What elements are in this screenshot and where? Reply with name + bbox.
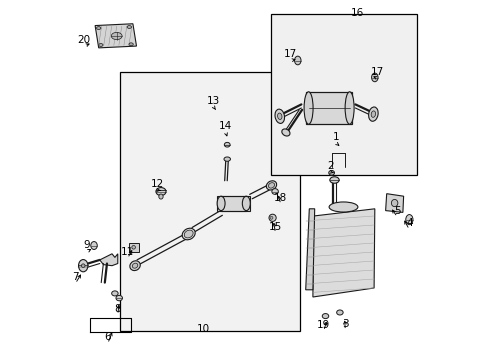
Ellipse shape bbox=[370, 111, 375, 117]
Ellipse shape bbox=[336, 310, 343, 315]
Ellipse shape bbox=[224, 157, 230, 161]
Text: 17: 17 bbox=[284, 49, 297, 59]
Ellipse shape bbox=[182, 228, 195, 240]
Ellipse shape bbox=[96, 27, 101, 30]
Ellipse shape bbox=[345, 92, 353, 124]
Text: 1: 1 bbox=[332, 132, 339, 142]
Ellipse shape bbox=[129, 43, 133, 46]
Ellipse shape bbox=[304, 92, 312, 124]
Ellipse shape bbox=[328, 202, 357, 212]
Ellipse shape bbox=[329, 177, 339, 183]
Ellipse shape bbox=[132, 246, 135, 249]
Ellipse shape bbox=[277, 113, 282, 120]
Ellipse shape bbox=[268, 183, 274, 188]
Text: 11: 11 bbox=[121, 247, 134, 257]
Ellipse shape bbox=[371, 73, 377, 82]
Ellipse shape bbox=[328, 170, 334, 175]
Text: 9: 9 bbox=[84, 240, 90, 250]
Bar bbox=[128, 243, 139, 252]
Ellipse shape bbox=[266, 181, 276, 190]
Ellipse shape bbox=[390, 199, 397, 207]
Text: 2: 2 bbox=[327, 161, 333, 171]
Polygon shape bbox=[95, 24, 136, 48]
Text: 20: 20 bbox=[78, 35, 91, 45]
Ellipse shape bbox=[242, 196, 250, 211]
Text: 16: 16 bbox=[350, 8, 364, 18]
Bar bbox=[305, 92, 352, 124]
Ellipse shape bbox=[79, 260, 88, 272]
Polygon shape bbox=[312, 209, 374, 297]
Text: 13: 13 bbox=[207, 96, 220, 106]
Text: 19: 19 bbox=[316, 320, 330, 330]
Ellipse shape bbox=[271, 189, 278, 194]
Ellipse shape bbox=[405, 215, 412, 225]
Text: 8: 8 bbox=[114, 303, 121, 314]
Ellipse shape bbox=[294, 56, 301, 65]
Polygon shape bbox=[385, 194, 403, 212]
Bar bbox=[271, 14, 416, 175]
Ellipse shape bbox=[322, 314, 328, 319]
Ellipse shape bbox=[269, 216, 272, 219]
Text: 17: 17 bbox=[370, 67, 384, 77]
Ellipse shape bbox=[159, 194, 163, 199]
Text: 15: 15 bbox=[268, 222, 282, 232]
Ellipse shape bbox=[132, 263, 138, 268]
Text: 12: 12 bbox=[150, 179, 163, 189]
Text: 18: 18 bbox=[274, 193, 287, 203]
Polygon shape bbox=[100, 254, 118, 266]
Ellipse shape bbox=[130, 261, 140, 271]
Bar bbox=[120, 72, 300, 331]
Ellipse shape bbox=[268, 214, 276, 221]
Polygon shape bbox=[305, 209, 314, 290]
Ellipse shape bbox=[224, 142, 230, 147]
Ellipse shape bbox=[281, 129, 289, 136]
Bar bbox=[217, 196, 249, 211]
Ellipse shape bbox=[99, 44, 103, 46]
Ellipse shape bbox=[127, 26, 131, 28]
Text: 5: 5 bbox=[393, 206, 400, 216]
Ellipse shape bbox=[91, 242, 97, 249]
Ellipse shape bbox=[184, 230, 193, 238]
Ellipse shape bbox=[156, 188, 166, 195]
Ellipse shape bbox=[217, 196, 224, 211]
Ellipse shape bbox=[111, 291, 118, 296]
Ellipse shape bbox=[116, 295, 122, 301]
Text: 6: 6 bbox=[104, 332, 111, 342]
Ellipse shape bbox=[111, 32, 122, 40]
Ellipse shape bbox=[274, 109, 284, 123]
Ellipse shape bbox=[368, 107, 377, 121]
Text: 4: 4 bbox=[405, 218, 412, 228]
Text: 10: 10 bbox=[196, 324, 209, 334]
Text: 3: 3 bbox=[341, 319, 348, 329]
Ellipse shape bbox=[81, 264, 85, 267]
Text: 7: 7 bbox=[72, 272, 79, 282]
Text: 14: 14 bbox=[219, 121, 232, 131]
